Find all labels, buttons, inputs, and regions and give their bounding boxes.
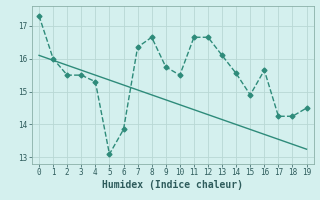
X-axis label: Humidex (Indice chaleur): Humidex (Indice chaleur) bbox=[102, 180, 243, 190]
